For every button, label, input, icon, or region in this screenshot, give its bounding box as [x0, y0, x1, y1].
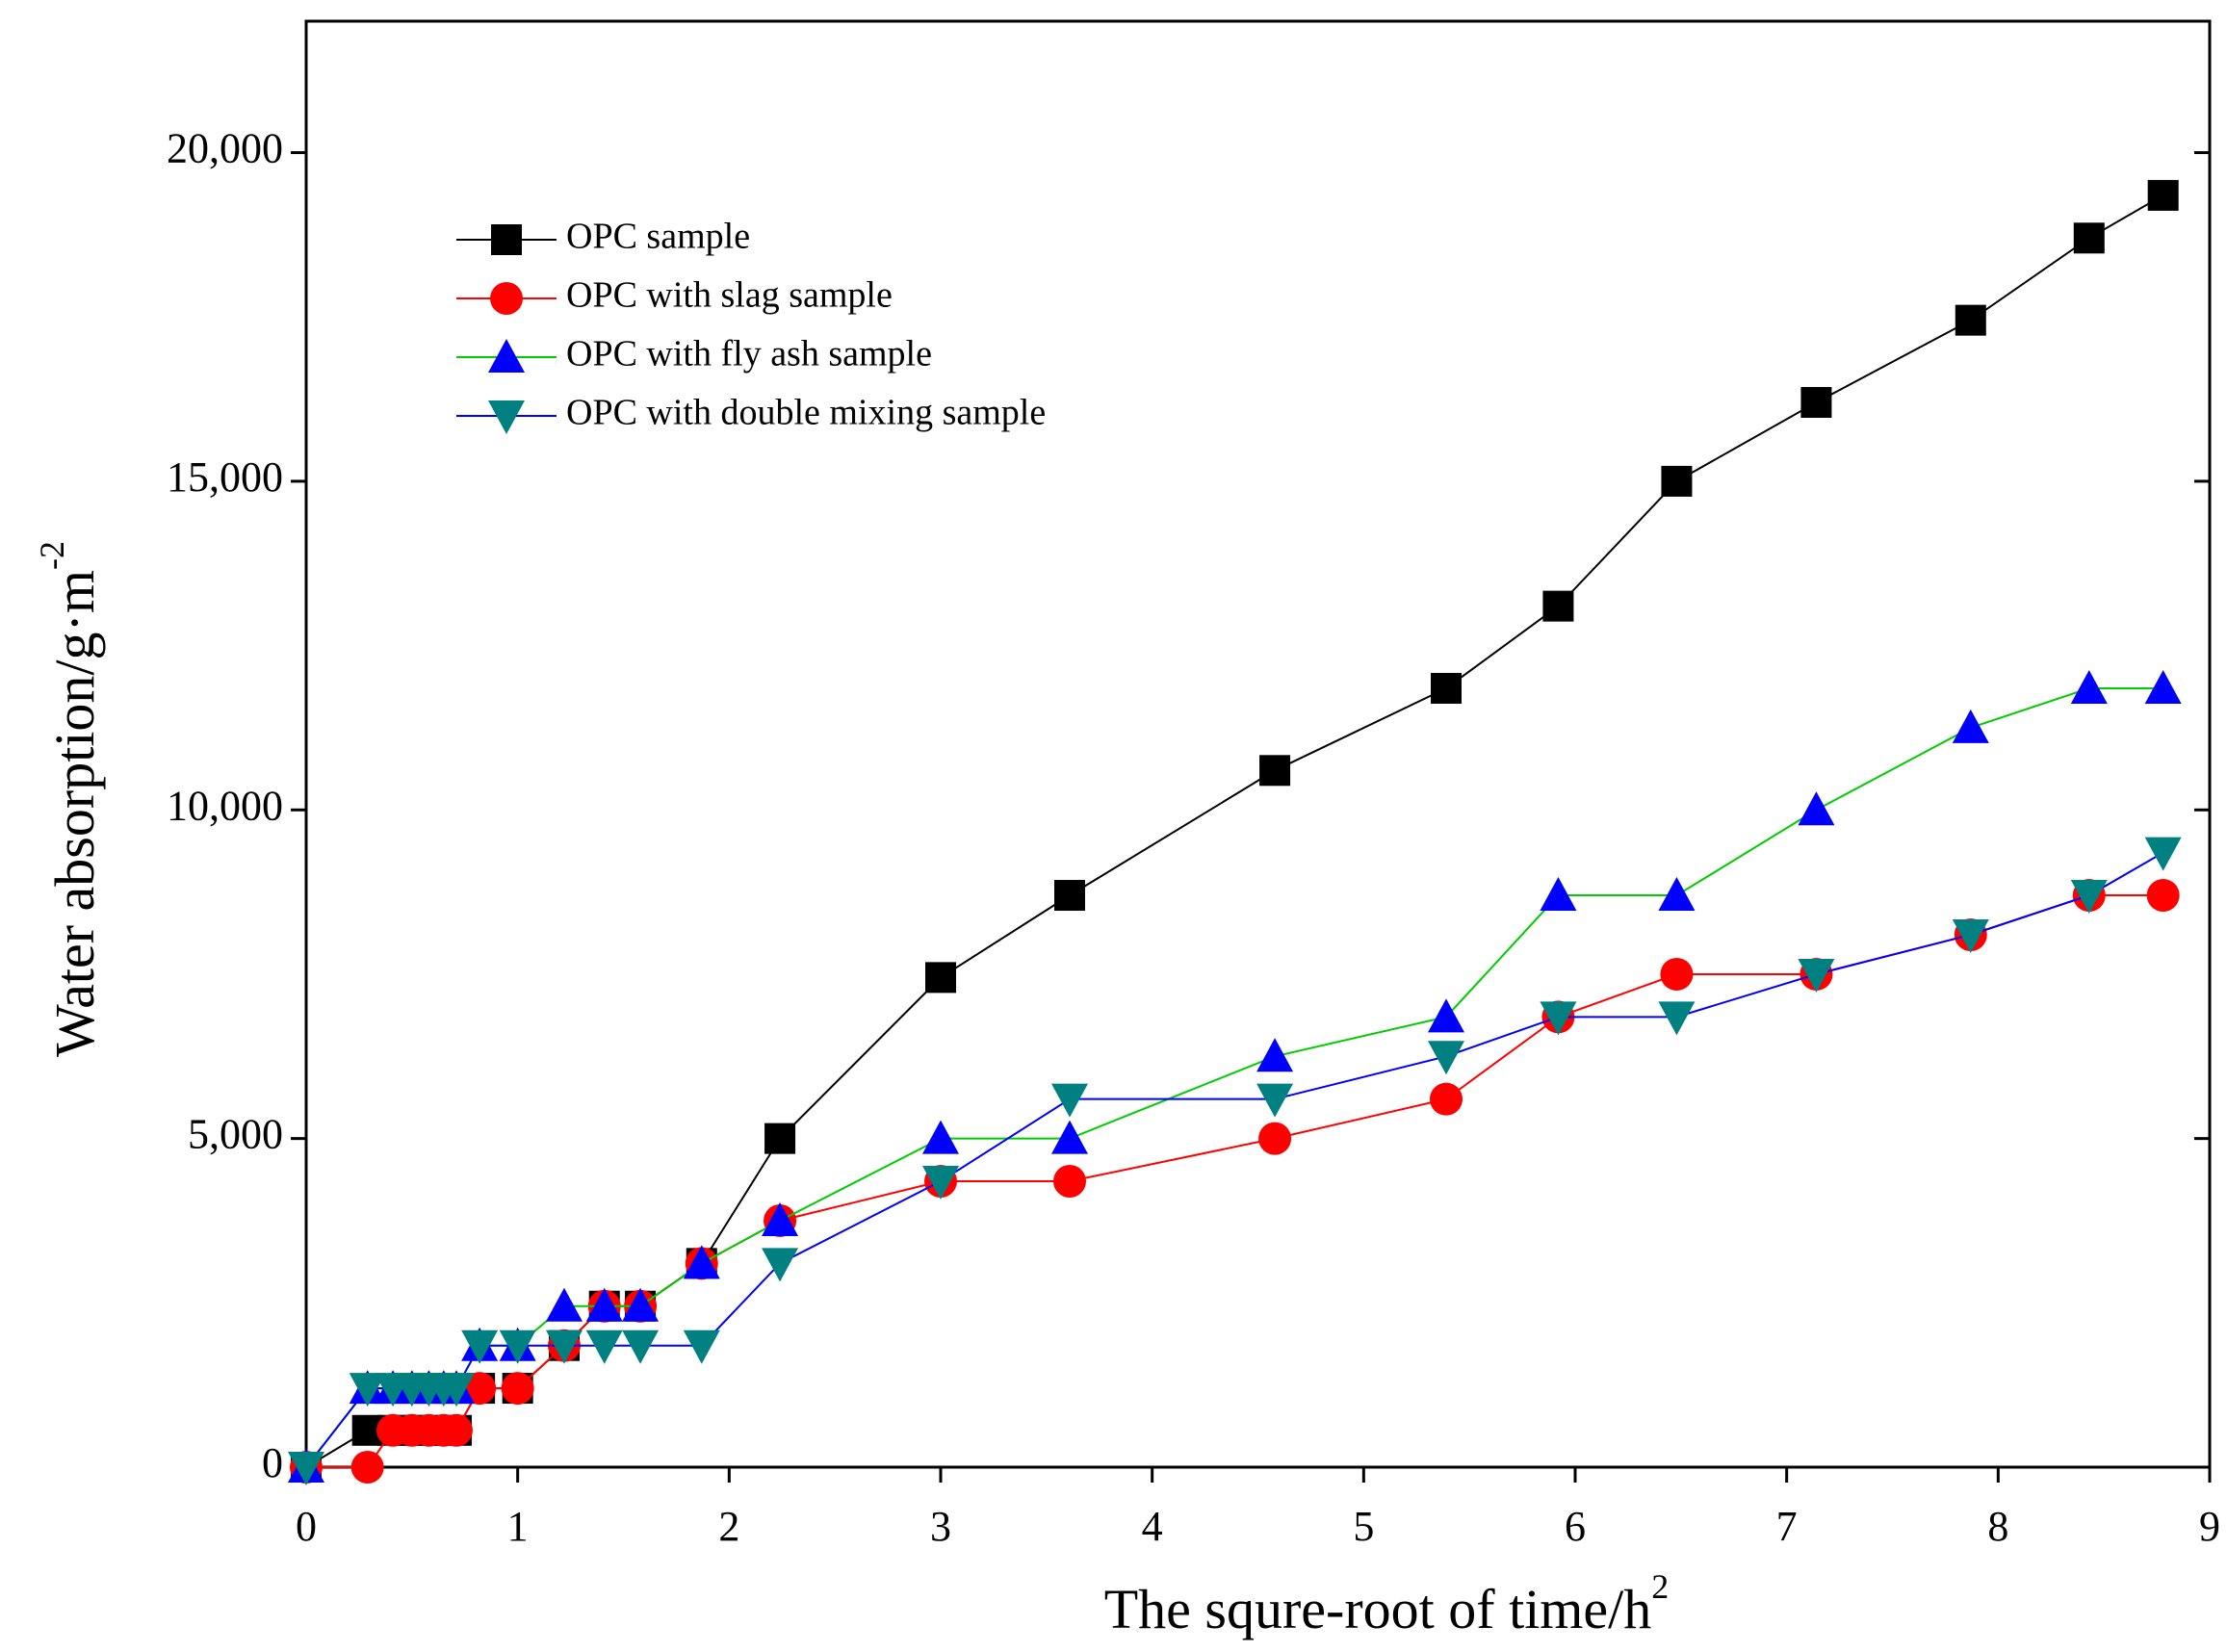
marker — [1798, 958, 1835, 993]
series-line — [305, 851, 2164, 1468]
x-axis-title-sup: 2 — [1651, 1567, 1669, 1606]
marker — [1430, 1082, 1463, 1116]
x-axis-title: The squre-root of time/h2 — [1104, 1567, 1670, 1640]
marker — [2070, 880, 2108, 915]
legend-marker — [490, 282, 523, 315]
series-line — [305, 686, 2163, 1468]
marker — [1952, 918, 1989, 953]
marker — [762, 1201, 799, 1236]
y-tick-label: 0 — [262, 1439, 283, 1486]
marker — [461, 1329, 499, 1364]
legend-marker — [488, 339, 525, 373]
y-axis-title-sup: -2 — [33, 541, 71, 570]
x-tick-label: 9 — [2199, 1503, 2220, 1550]
marker — [499, 1329, 536, 1364]
marker — [349, 1373, 386, 1407]
marker — [2144, 837, 2182, 871]
x-tick-label: 8 — [1987, 1503, 2008, 1550]
marker — [1658, 877, 1696, 912]
marker — [1431, 672, 1463, 704]
marker — [622, 1287, 660, 1322]
marker — [1661, 465, 1693, 497]
marker — [1955, 304, 1986, 336]
y-tick-label: 20,000 — [167, 125, 283, 172]
plot-frame — [304, 19, 2212, 1469]
marker — [1053, 880, 1085, 912]
marker — [2144, 669, 2182, 704]
marker — [1428, 998, 1465, 1033]
x-tick-label: 5 — [1353, 1503, 1374, 1550]
legend-marker — [488, 400, 525, 434]
marker — [1540, 1001, 1577, 1036]
x-tick-label: 3 — [930, 1503, 951, 1550]
y-tick-label: 10,000 — [167, 782, 283, 829]
legend-label: OPC with fly ash sample — [566, 334, 932, 374]
series-line — [306, 894, 2163, 1468]
x-tick-label: 0 — [296, 1503, 317, 1550]
y-tick-label: 5,000 — [188, 1111, 283, 1158]
marker — [1658, 1001, 1696, 1036]
marker — [683, 1245, 720, 1279]
marker — [1256, 1038, 1294, 1072]
marker — [585, 1329, 623, 1364]
marker — [1798, 791, 1835, 826]
marker — [1050, 1083, 1088, 1118]
y-tick-label: 15,000 — [167, 453, 283, 501]
marker — [1542, 590, 1574, 622]
legend-label: OPC with slag sample — [566, 275, 893, 316]
marker — [439, 1413, 473, 1447]
marker — [350, 1451, 384, 1484]
marker — [922, 1120, 959, 1154]
x-tick-label: 7 — [1776, 1503, 1798, 1550]
marker — [622, 1329, 660, 1364]
y-axis-title: Water absorption/g·m-2 — [33, 541, 106, 1057]
marker — [463, 1372, 497, 1406]
marker — [1256, 1083, 1294, 1118]
marker — [683, 1329, 720, 1364]
marker — [2073, 222, 2105, 254]
marker — [1258, 1122, 1292, 1155]
marker — [437, 1373, 475, 1407]
marker — [545, 1287, 583, 1322]
marker — [545, 1329, 583, 1364]
marker — [2147, 179, 2179, 211]
y-axis-title-text: Water absorption/g·m — [43, 570, 106, 1057]
marker — [1952, 709, 1989, 743]
legend-label: OPC with double mixing sample — [566, 393, 1046, 433]
legend-label: OPC sample — [566, 217, 750, 257]
marker — [764, 1123, 796, 1154]
series-line — [305, 194, 2164, 1468]
marker — [1259, 755, 1291, 787]
marker — [585, 1287, 623, 1322]
marker — [2146, 879, 2180, 913]
marker — [288, 1452, 324, 1485]
x-tick-label: 2 — [718, 1503, 739, 1550]
marker — [2070, 669, 2108, 704]
marker — [1800, 386, 1832, 418]
marker — [762, 1248, 799, 1282]
marker — [922, 1166, 959, 1200]
marker — [1052, 1165, 1086, 1199]
x-axis-title-text: The squre-root of time/h — [1104, 1578, 1652, 1640]
x-tick-label: 4 — [1142, 1503, 1163, 1550]
marker — [1050, 1120, 1088, 1154]
x-tick-label: 1 — [507, 1503, 529, 1550]
marker — [501, 1372, 534, 1406]
legend-marker — [491, 224, 522, 255]
marker — [1428, 1041, 1465, 1075]
marker — [1540, 877, 1577, 912]
marker — [1660, 957, 1694, 991]
x-tick-label: 6 — [1565, 1503, 1586, 1550]
marker — [925, 962, 956, 994]
